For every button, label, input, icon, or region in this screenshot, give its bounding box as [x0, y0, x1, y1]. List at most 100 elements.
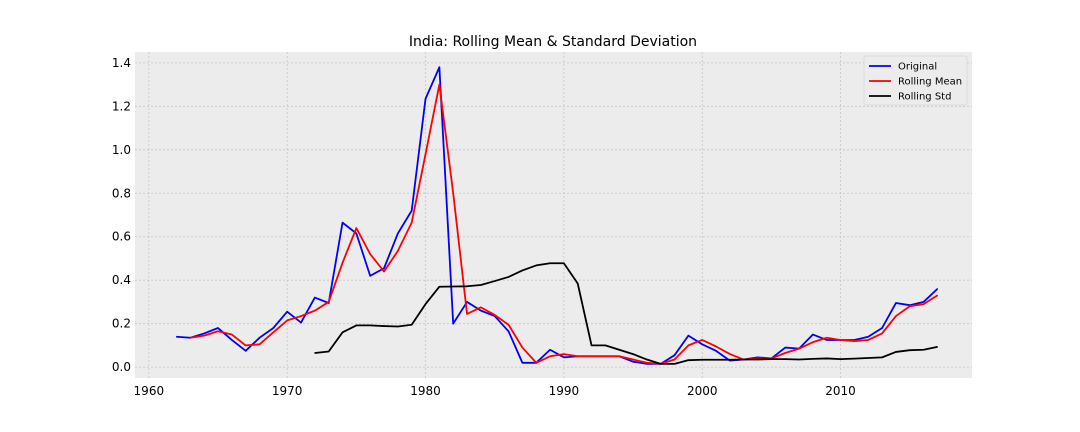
- data-point: [715, 345, 717, 348]
- data-point: [798, 348, 800, 350]
- data-point: [701, 339, 703, 341]
- data-point: [383, 267, 385, 269]
- data-point: [826, 357, 828, 360]
- legend-label: Rolling Std: [898, 92, 951, 103]
- data-point: [203, 335, 205, 337]
- data-point: [812, 333, 814, 336]
- data-point: [936, 288, 939, 290]
- data-point: [258, 343, 261, 345]
- data-point: [687, 335, 689, 337]
- data-point: [715, 350, 717, 352]
- data-point: [438, 286, 440, 288]
- data-point: [535, 362, 537, 364]
- data-point: [189, 337, 191, 339]
- data-point: [922, 303, 925, 305]
- data-point: [784, 346, 786, 349]
- data-point: [452, 192, 454, 194]
- data-point: [922, 301, 925, 303]
- data-point: [646, 362, 648, 364]
- data-point: [245, 344, 247, 346]
- data-point: [867, 357, 869, 359]
- data-point: [355, 227, 357, 229]
- data-point: [411, 210, 413, 212]
- data-point: [895, 302, 897, 304]
- y-tick-label: 0.2: [112, 317, 131, 331]
- data-point: [507, 330, 510, 332]
- data-point: [383, 325, 385, 327]
- data-point: [549, 355, 551, 357]
- data-point: [507, 324, 510, 326]
- x-tick-label: 2000: [687, 384, 718, 398]
- y-tick-label: 1.4: [112, 56, 131, 70]
- data-point: [563, 356, 565, 358]
- data-point: [397, 232, 399, 235]
- x-tick-label: 1960: [134, 384, 165, 398]
- series-rolling-std: [314, 262, 939, 365]
- data-point: [341, 262, 344, 264]
- data-point: [936, 294, 939, 297]
- legend: Original Rolling Mean Rolling Std: [863, 55, 968, 106]
- data-point: [909, 349, 911, 351]
- data-point: [231, 333, 233, 336]
- data-point: [411, 324, 413, 326]
- data-point: [175, 336, 178, 338]
- data-point: [687, 359, 689, 361]
- data-point: [314, 352, 316, 354]
- data-point: [480, 306, 482, 308]
- data-point: [369, 253, 371, 255]
- data-point: [272, 331, 274, 333]
- data-point: [895, 315, 897, 317]
- data-point: [729, 359, 731, 361]
- y-tick-label: 0.6: [112, 230, 131, 244]
- data-point: [618, 349, 620, 351]
- data-point: [341, 222, 344, 224]
- data-point: [286, 319, 288, 322]
- data-point: [839, 358, 842, 360]
- data-point: [466, 285, 468, 287]
- data-point: [604, 344, 606, 346]
- data-point: [936, 346, 939, 348]
- data-point: [480, 310, 482, 312]
- data-point: [424, 303, 427, 305]
- chart-title: India: Rolling Mean & Standard Deviation: [409, 34, 697, 50]
- data-point: [286, 311, 288, 313]
- data-point: [480, 284, 482, 286]
- data-point: [839, 339, 842, 341]
- data-series: [175, 66, 939, 365]
- data-point: [424, 98, 427, 100]
- data-point: [770, 358, 772, 360]
- y-tick-label: 1.0: [112, 143, 131, 157]
- data-point: [881, 332, 883, 335]
- data-point: [701, 359, 703, 361]
- x-tick-label: 1970: [272, 384, 303, 398]
- data-point: [383, 270, 385, 273]
- y-tick-label: 0.4: [112, 273, 131, 287]
- x-tick-label: 1990: [549, 384, 580, 398]
- data-point: [632, 361, 634, 363]
- legend-entry: Rolling Std: [869, 92, 951, 103]
- data-point: [867, 339, 869, 341]
- data-point: [826, 337, 828, 339]
- data-point: [397, 250, 399, 252]
- data-point: [590, 344, 593, 346]
- data-point: [397, 325, 399, 328]
- data-point: [867, 336, 869, 338]
- data-point: [632, 358, 634, 361]
- x-tick-label: 2010: [825, 384, 856, 398]
- data-point: [328, 301, 330, 303]
- data-point: [466, 301, 468, 303]
- y-tick-label: 0.8: [112, 186, 131, 200]
- legend-label: Original: [898, 62, 937, 73]
- data-point: [922, 349, 925, 351]
- data-point: [452, 285, 454, 288]
- series-rolling-mean: [189, 83, 939, 365]
- y-tick-label: 1.2: [112, 99, 131, 113]
- data-point: [784, 358, 786, 360]
- data-point: [466, 313, 468, 315]
- y-tick-label: 0.0: [112, 360, 131, 374]
- data-point: [812, 341, 814, 343]
- data-point: [355, 232, 357, 235]
- data-point: [231, 339, 233, 341]
- data-point: [217, 327, 219, 329]
